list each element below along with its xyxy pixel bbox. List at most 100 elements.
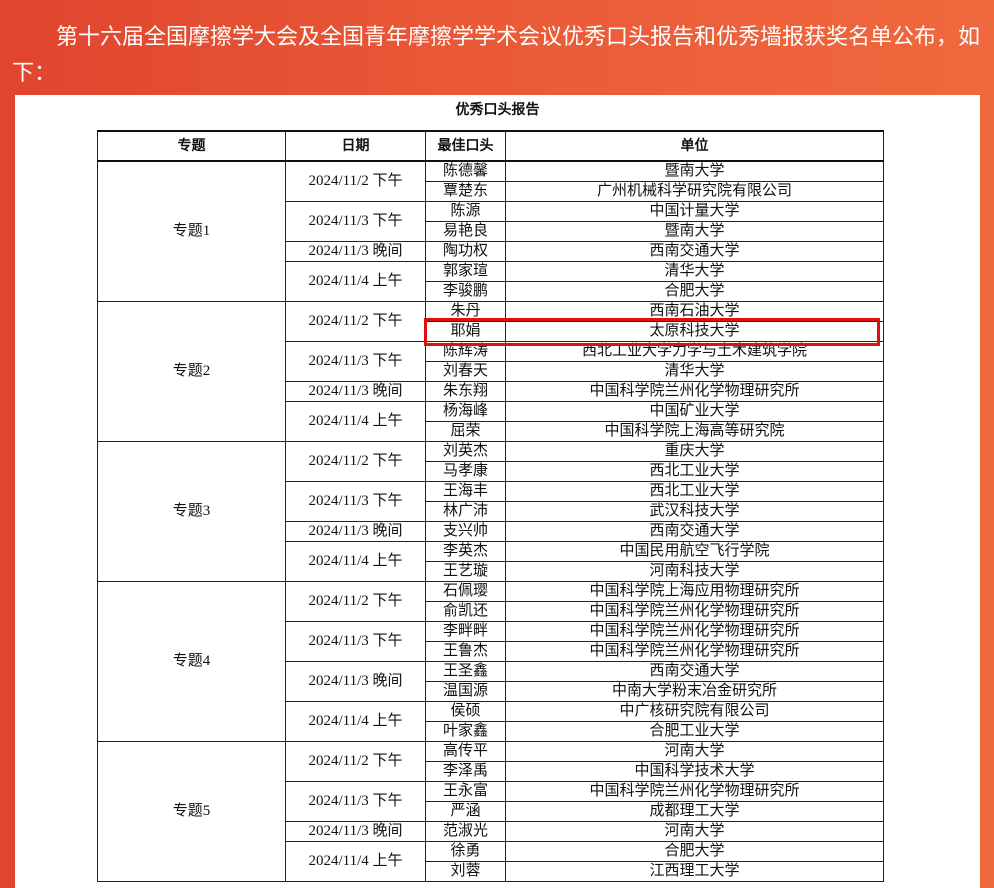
name-cell: 杨海峰 xyxy=(425,401,506,422)
unit-cell: 西北工业大学力学与土木建筑学院 xyxy=(505,341,884,362)
date-cell: 2024/11/3 下午 xyxy=(285,201,426,242)
unit-cell: 中国科学院兰州化学物理研究所 xyxy=(505,641,884,662)
topic-cell: 专题5 xyxy=(97,741,286,882)
award-table: 专题 日期 最佳口头 单位 专题1 2024/11/2 下午 陈德馨 暨南大学 覃楚东 广州机械… xyxy=(97,130,884,882)
intro-text: 第十六届全国摩擦学大会及全国青年摩擦学学术会议优秀口头报告和优秀墙报获奖名单公布… xyxy=(12,25,981,86)
name-cell: 王艺璇 xyxy=(425,561,506,582)
unit-cell: 中国科学院上海应用物理研究所 xyxy=(505,581,884,602)
unit-cell: 中国科学院兰州化学物理研究所 xyxy=(505,601,884,622)
name-cell: 陶功权 xyxy=(425,241,506,262)
date-cell: 2024/11/3 晚间 xyxy=(285,661,426,702)
unit-cell: 广州机械科学研究院有限公司 xyxy=(505,181,884,202)
name-cell: 覃楚东 xyxy=(425,181,506,202)
unit-cell: 西南石油大学 xyxy=(505,301,884,322)
table-row: 2024/11/3 下午 李畔畔 中国科学院兰州化学物理研究所 xyxy=(98,621,884,662)
table-caption: 优秀口头报告 xyxy=(455,102,540,118)
date-cell: 2024/11/3 晚间 xyxy=(285,381,426,402)
date-cell: 2024/11/2 下午 xyxy=(285,441,426,482)
table-row: 专题2 2024/11/2 下午 朱丹 西南石油大学 xyxy=(97,301,884,442)
table-row: 屈荣 中国科学院上海高等研究院 xyxy=(98,421,884,442)
name-cell: 高传平 xyxy=(425,741,506,762)
table-row: 专题1 2024/11/2 下午 陈德馨 暨南大学 xyxy=(97,160,884,302)
unit-cell: 中国矿业大学 xyxy=(505,401,884,422)
unit-cell: 中南大学粉末冶金研究所 xyxy=(505,681,884,702)
topic-cell: 专题2 xyxy=(97,301,286,442)
date-cell: 2024/11/3 晚间 xyxy=(285,241,426,262)
table-row: 专题5 2024/11/2 下午 高传平 河南大学 xyxy=(97,741,884,882)
name-cell: 侯硕 xyxy=(425,701,506,722)
name-cell: 马孝康 xyxy=(425,461,506,482)
date-cell: 2024/11/4 上午 xyxy=(285,701,426,742)
name-cell: 易艳良 xyxy=(425,221,506,242)
table-row: 2024/11/3 晚间 朱东翔 中国科学院兰州化学物理研究所 xyxy=(98,381,884,402)
unit-cell: 中广核研究院有限公司 xyxy=(505,701,884,722)
topic-cell: 专题4 xyxy=(97,581,286,742)
date-cell: 2024/11/3 下午 xyxy=(285,481,426,522)
name-cell: 耶娟 xyxy=(425,321,506,342)
date-cell: 2024/11/2 下午 xyxy=(285,581,426,622)
unit-cell: 西南交通大学 xyxy=(505,661,884,682)
header-cell: 单位 xyxy=(505,130,884,162)
unit-cell: 暨南大学 xyxy=(505,160,884,182)
name-cell: 陈源 xyxy=(425,201,506,222)
unit-cell: 中国科学技术大学 xyxy=(505,761,884,782)
unit-cell: 武汉科技大学 xyxy=(505,501,884,522)
name-cell: 徐勇 xyxy=(425,841,506,862)
name-cell: 陈辉涛 xyxy=(425,341,506,362)
name-cell: 支兴帅 xyxy=(425,521,506,542)
table-row: 2024/11/3 下午 陈源 中国计量大学 xyxy=(98,201,884,242)
topic-cell: 专题3 xyxy=(97,441,286,582)
header-cell: 专题 xyxy=(97,130,286,162)
date-cell: 2024/11/2 下午 xyxy=(285,741,426,782)
unit-cell: 河南大学 xyxy=(505,741,884,762)
unit-cell: 中国科学院兰州化学物理研究所 xyxy=(505,781,884,802)
table-row: 专题4 2024/11/2 下午 石佩璎 中国科学院上海应用物理研究所 xyxy=(97,581,884,742)
table-row: 2024/11/3 下午 陈辉涛 西北工业大学力学与土木建筑学院 xyxy=(98,341,884,382)
name-cell: 李英杰 xyxy=(425,541,506,562)
name-cell: 范淑光 xyxy=(425,821,506,842)
name-cell: 朱丹 xyxy=(425,301,506,322)
table-row: 2024/11/3 晚间 范淑光 河南大学 xyxy=(98,821,884,842)
name-cell: 刘英杰 xyxy=(425,441,506,462)
name-cell: 屈荣 xyxy=(425,421,506,442)
name-cell: 叶家鑫 xyxy=(425,721,506,742)
unit-cell: 西北工业大学 xyxy=(505,461,884,482)
date-cell: 2024/11/4 上午 xyxy=(285,261,426,302)
table-row: 2024/11/4 上午 侯硕 中广核研究院有限公司 xyxy=(98,701,884,742)
name-cell: 陈德馨 xyxy=(425,160,506,182)
topic-cell: 专题1 xyxy=(97,160,286,302)
name-cell: 王海丰 xyxy=(425,481,506,502)
table-row: 2024/11/3 晚间 王圣鑫 西南交通大学 xyxy=(98,661,884,702)
unit-cell: 合肥大学 xyxy=(505,841,884,862)
name-cell: 俞凯还 xyxy=(425,601,506,622)
name-cell: 朱东翔 xyxy=(425,381,506,402)
unit-cell: 西南交通大学 xyxy=(505,241,884,262)
unit-cell: 暨南大学 xyxy=(505,221,884,242)
date-cell: 2024/11/4 上午 xyxy=(285,541,426,582)
header-cell: 日期 xyxy=(285,130,426,162)
name-cell: 王永富 xyxy=(425,781,506,802)
table-row: 专题3 2024/11/2 下午 刘英杰 重庆大学 xyxy=(97,441,884,582)
unit-cell: 太原科技大学 xyxy=(505,321,884,342)
name-cell: 王圣鑫 xyxy=(425,661,506,682)
date-cell: 2024/11/2 下午 xyxy=(285,301,426,342)
date-cell: 2024/11/3 下午 xyxy=(285,341,426,382)
table-row: 王鲁杰 中国科学院兰州化学物理研究所 xyxy=(98,641,884,662)
unit-cell: 重庆大学 xyxy=(505,441,884,462)
date-cell: 2024/11/3 晚间 xyxy=(285,821,426,842)
unit-cell: 河南科技大学 xyxy=(505,561,884,582)
unit-cell: 合肥工业大学 xyxy=(505,721,884,742)
table-row: 刘蓉 江西理工大学 xyxy=(98,861,884,882)
unit-cell: 中国民用航空飞行学院 xyxy=(505,541,884,562)
table-row: 2024/11/3 晚间 支兴帅 西南交通大学 xyxy=(98,521,884,542)
name-cell: 李畔畔 xyxy=(425,621,506,642)
name-cell: 林广沛 xyxy=(425,501,506,522)
unit-cell: 清华大学 xyxy=(505,361,884,382)
unit-cell: 合肥大学 xyxy=(505,281,884,302)
date-cell: 2024/11/4 上午 xyxy=(285,401,426,442)
table-image: 优秀口头报告 专题 日期 最佳口头 单位 专题1 2024/11/2 下午 陈德馨 暨南大学… xyxy=(15,95,980,888)
date-cell: 2024/11/4 上午 xyxy=(285,841,426,882)
unit-cell: 清华大学 xyxy=(505,261,884,282)
date-cell: 2024/11/3 下午 xyxy=(285,781,426,822)
